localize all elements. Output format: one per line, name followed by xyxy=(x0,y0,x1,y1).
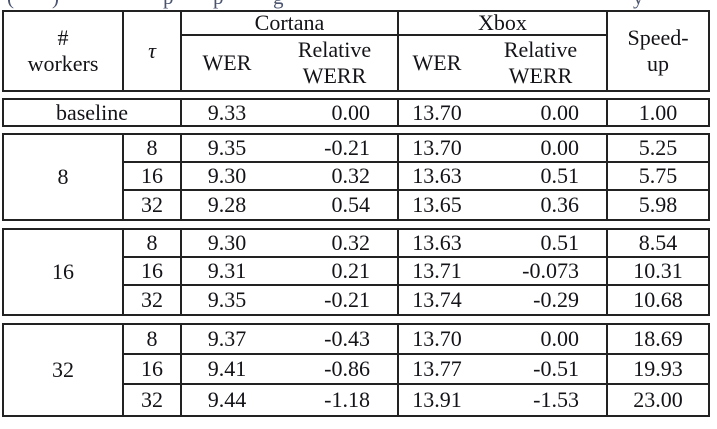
header-cortana-relative-werr: Relative WERR xyxy=(272,36,397,90)
xbox-werr-value: 0.51 xyxy=(475,163,606,191)
xbox-wer-value: 13.71 xyxy=(397,258,475,286)
xbox-wer-value: 13.63 xyxy=(397,163,475,191)
header-xbox-relative-line1: Relative xyxy=(503,37,578,62)
header-speedup: Speed- up xyxy=(606,12,708,90)
baseline-row: baseline 9.33 0.00 13.70 0.00 1.00 xyxy=(2,98,710,127)
xbox-wer-value: 13.77 xyxy=(397,355,475,385)
xbox-werr-value: 0.51 xyxy=(475,230,606,258)
speedup-value: 18.69 xyxy=(606,325,708,355)
workers-group-32: 32 8 9.37 -0.43 13.70 0.00 18.69 16 9.41… xyxy=(2,323,710,417)
cortana-werr-value: 0.21 xyxy=(272,258,397,286)
xbox-wer-value: 13.91 xyxy=(397,385,475,415)
xbox-wer-value: 13.74 xyxy=(397,286,475,314)
tau-symbol: τ xyxy=(148,38,156,63)
speedup-value: 23.00 xyxy=(606,385,708,415)
header-cortana-relative-line1: Relative xyxy=(297,37,372,62)
workers-value: 32 xyxy=(52,357,74,382)
xbox-werr-value: -0.51 xyxy=(475,355,606,385)
tau-value: 32 xyxy=(122,191,180,219)
speedup-value: 8.54 xyxy=(606,230,708,258)
tau-value: 16 xyxy=(122,258,180,286)
speedup-value: 10.68 xyxy=(606,286,708,314)
speedup-value: 5.75 xyxy=(606,163,708,191)
tau-value: 16 xyxy=(122,355,180,385)
tau-value: 8 xyxy=(122,230,180,258)
header-cortana-wer: WER xyxy=(180,36,272,90)
workers-value: 16 xyxy=(52,259,74,284)
tau-value: 8 xyxy=(122,135,180,163)
cortana-wer-value: 9.31 xyxy=(180,258,272,286)
xbox-werr-value: 0.00 xyxy=(475,325,606,355)
header-xbox-relative-werr: Relative WERR xyxy=(475,36,606,90)
workers-group-8: 8 8 9.35 -0.21 13.70 0.00 5.25 16 9.30 0… xyxy=(2,133,710,221)
xbox-wer-value: 13.70 xyxy=(397,325,475,355)
baseline-xbox-werr: 0.00 xyxy=(540,100,580,125)
cortana-werr-value: -0.43 xyxy=(272,325,397,355)
cortana-wer-value: 9.30 xyxy=(180,163,272,191)
cortana-werr-value: 0.32 xyxy=(272,230,397,258)
cortana-wer-value: 9.44 xyxy=(180,385,272,415)
tau-value: 8 xyxy=(122,325,180,355)
header-num-workers-line2: workers xyxy=(27,51,99,76)
tau-value: 32 xyxy=(122,385,180,415)
speedup-value: 5.98 xyxy=(606,191,708,219)
header-group-xbox: Xbox xyxy=(397,10,606,36)
xbox-werr-value: -0.073 xyxy=(475,258,606,286)
workers-group-16: 16 8 9.30 0.32 13.63 0.51 8.54 16 9.31 0… xyxy=(2,228,710,316)
clipped-caption-fragment: ( xyxy=(7,0,14,8)
cortana-wer-value: 9.35 xyxy=(180,286,272,314)
xbox-werr-value: -1.53 xyxy=(533,387,579,412)
header-group-cortana: Cortana xyxy=(180,10,397,36)
cortana-wer-value: 9.41 xyxy=(180,355,272,385)
cortana-werr-value: -0.21 xyxy=(272,135,397,163)
header-cortana-relative-line2: WERR xyxy=(302,63,367,88)
cortana-wer-value: 9.28 xyxy=(180,191,272,219)
cortana-werr-value: -1.18 xyxy=(324,387,370,412)
header-speedup-line1: Speed- xyxy=(627,25,689,50)
xbox-werr-value: -0.29 xyxy=(533,287,579,312)
results-table: # workers τ Cortana Xbox Speed- up WER R… xyxy=(2,10,710,417)
header-speedup-line2: up xyxy=(647,51,669,76)
baseline-speedup: 1.00 xyxy=(606,100,708,125)
baseline-label: baseline xyxy=(55,100,129,125)
clipped-caption-fragment: p xyxy=(213,0,224,8)
baseline-cortana-wer: 9.33 xyxy=(180,100,272,125)
xbox-werr-value: 0.00 xyxy=(475,135,606,163)
clipped-caption-fragment: y xyxy=(633,0,644,8)
header-num-workers-line1: # xyxy=(57,25,69,50)
header-xbox-relative-line2: WERR xyxy=(508,63,573,88)
tau-value: 32 xyxy=(122,286,180,314)
clipped-caption-fragment: ) xyxy=(52,0,59,8)
clipped-caption-fragment: g xyxy=(273,0,284,8)
cortana-wer-value: 9.30 xyxy=(180,230,272,258)
clipped-caption-fragment: p xyxy=(163,0,174,8)
tau-value: 16 xyxy=(122,163,180,191)
workers-value: 8 xyxy=(57,164,69,189)
speedup-value: 19.93 xyxy=(606,355,708,385)
cortana-werr-value: 0.32 xyxy=(272,163,397,191)
clipped-caption-line: () p p g y xyxy=(0,0,717,10)
cortana-wer-value: 9.37 xyxy=(180,325,272,355)
xbox-wer-value: 13.65 xyxy=(397,191,475,219)
xbox-wer-value: 13.70 xyxy=(397,135,475,163)
xbox-werr-value: 0.36 xyxy=(540,192,580,217)
cortana-werr-value: -0.86 xyxy=(272,355,397,385)
cortana-wer-value: 9.35 xyxy=(180,135,272,163)
header-tau: τ xyxy=(122,12,180,90)
speedup-value: 5.25 xyxy=(606,135,708,163)
header-num-workers: # workers xyxy=(4,12,122,90)
table-header: # workers τ Cortana Xbox Speed- up WER R… xyxy=(2,10,710,92)
cortana-werr-value: -0.21 xyxy=(324,287,370,312)
cortana-werr-value: 0.54 xyxy=(331,192,371,217)
xbox-wer-value: 13.63 xyxy=(397,230,475,258)
baseline-cortana-werr: 0.00 xyxy=(331,100,371,125)
speedup-value: 10.31 xyxy=(606,258,708,286)
header-xbox-wer: WER xyxy=(397,36,475,90)
baseline-xbox-wer: 13.70 xyxy=(397,100,475,125)
